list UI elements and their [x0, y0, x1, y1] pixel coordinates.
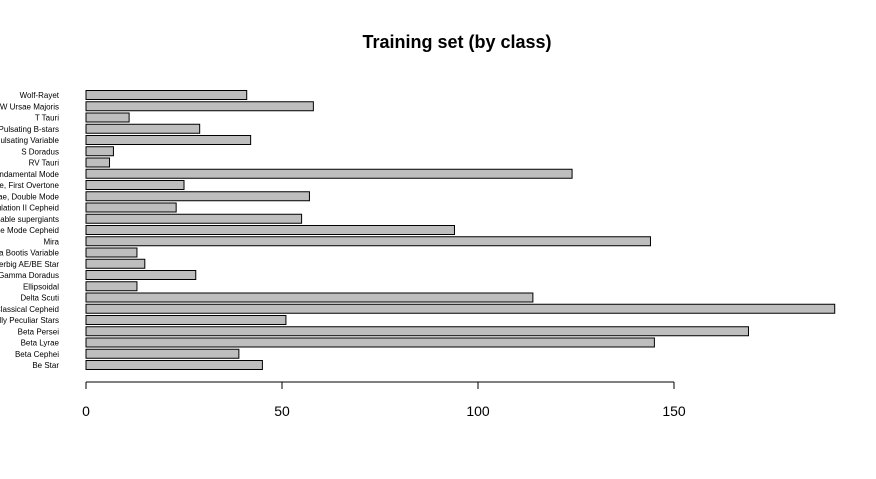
category-label-rr-lyrae-first-overtone: RR Lyrae, First Overtone	[0, 181, 60, 190]
category-label-classical-cepheid: Classical Cepheid	[0, 305, 59, 314]
x-tick-label-150: 150	[662, 403, 686, 419]
bar-herbig-ae-be-star	[85, 258, 146, 269]
category-label-rr-lyrae-fundamental-mode: RR Lyrae, Fundamental Mode	[0, 170, 60, 179]
x-axis: 0 50 100 150	[82, 381, 686, 419]
category-label-beta-cephei: Beta Cephei	[15, 350, 59, 359]
bar-beta-persei	[85, 326, 749, 337]
bar-chemically-peculiar-stars	[85, 315, 287, 325]
bar-wolf-rayet	[85, 90, 248, 100]
bar-t-tauri	[85, 112, 130, 123]
bar-rv-tauri	[85, 157, 111, 168]
bar-ellipsoidal	[85, 281, 138, 292]
chart-title: Training set (by class)	[362, 32, 551, 52]
category-label-rr-lyrae-double-mode: RR Lyrae, Double Mode	[0, 192, 60, 201]
bar-lambda-bootis-variable	[85, 247, 138, 258]
x-tick-label-0: 0	[82, 403, 90, 419]
category-label-herbig-ae-be-star: Herbig AE/BE Star	[0, 260, 59, 269]
category-label-s-doradus: S Doradus	[21, 147, 59, 156]
category-label-semiregular-pulsating-variable: Semiregular Pulsating Variable	[0, 136, 60, 145]
category-label-beta-lyrae: Beta Lyrae	[21, 339, 60, 348]
category-label-be-star: Be Star	[32, 361, 59, 370]
bar-w-ursae-majoris	[85, 101, 314, 112]
bar-delta-scuti	[85, 292, 534, 303]
bar-multiple-mode-cepheid	[85, 225, 455, 235]
category-label-w-ursae-majoris: W Ursae Majoris	[0, 102, 59, 111]
bar-be-star	[85, 360, 263, 370]
bar-beta-cephei	[85, 348, 240, 359]
category-label-periodically-variable-supergiants: Periodically variable supergiants	[0, 215, 59, 224]
x-tick-label-100: 100	[466, 403, 490, 419]
category-label-mira: Mira	[43, 237, 59, 246]
bar-slowly-pulsating-b-stars	[85, 123, 201, 134]
bar-population-ii-cepheid	[85, 202, 177, 213]
bar-semiregular-pulsating-variable	[85, 135, 252, 145]
category-label-population-ii-cepheid: Population II Cepheid	[0, 204, 59, 213]
category-labels-group: Be Star Beta Cephei Beta Lyrae Beta Persei C…	[0, 91, 60, 370]
bar-classical-cepheid	[85, 303, 836, 314]
category-label-delta-scuti: Delta Scuti	[20, 294, 59, 303]
bar-gamma-doradus	[85, 270, 197, 280]
category-label-ellipsoidal: Ellipsoidal	[23, 282, 59, 291]
bar-s-doradus	[85, 146, 114, 157]
bar-rr-lyrae-first-overtone	[85, 180, 185, 190]
category-label-t-tauri: T Tauri	[35, 114, 59, 123]
category-label-slowly-pulsating-b-stars: Slowly Pulsating B-stars	[0, 125, 59, 134]
bar-mira	[85, 236, 651, 247]
bar-periodically-variable-supergiants	[85, 213, 303, 224]
x-tick-label-50: 50	[274, 403, 290, 419]
category-label-wolf-rayet: Wolf-Rayet	[20, 91, 60, 100]
category-label-multiple-mode-cepheid: Multiple Mode Cepheid	[0, 226, 59, 235]
category-label-chemically-peculiar-stars: Chemically Peculiar Stars	[0, 316, 59, 325]
category-label-beta-persei: Beta Persei	[18, 327, 60, 336]
category-label-rv-tauri: RV Tauri	[29, 159, 60, 168]
category-label-gamma-doradus: Gamma Doradus	[0, 271, 59, 280]
bar-beta-lyrae	[85, 337, 655, 348]
bars-group	[85, 90, 836, 370]
bar-rr-lyrae-fundamental-mode	[85, 168, 573, 179]
bar-rr-lyrae-double-mode	[85, 191, 310, 202]
category-label-lambda-bootis-variable: Lambda Bootis Variable	[0, 249, 60, 258]
